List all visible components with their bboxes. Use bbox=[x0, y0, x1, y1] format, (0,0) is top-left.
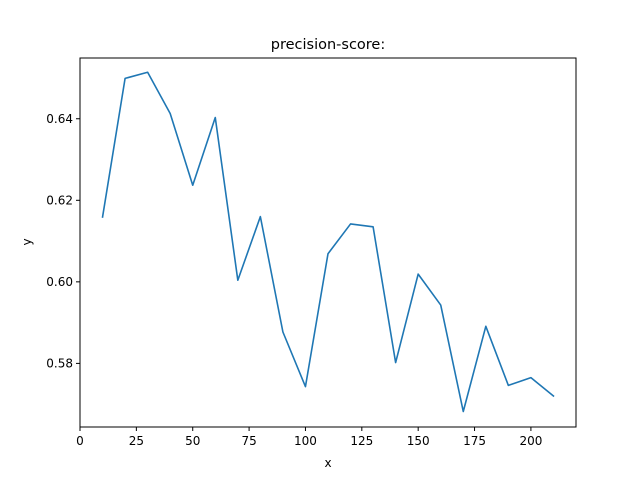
x-tick-label: 75 bbox=[241, 434, 256, 448]
y-tick-label: 0.58 bbox=[46, 356, 73, 370]
y-axis: 0.58 0.60 0.62 0.64 bbox=[46, 112, 80, 370]
chart-title: precision-score: bbox=[271, 37, 386, 53]
x-tick-label: 25 bbox=[129, 434, 144, 448]
x-tick-label: 175 bbox=[463, 434, 486, 448]
x-axis-label: x bbox=[324, 456, 331, 470]
y-axis-label: y bbox=[20, 238, 34, 245]
x-tick-label: 50 bbox=[185, 434, 200, 448]
x-tick-label: 200 bbox=[519, 434, 542, 448]
y-tick-label: 0.64 bbox=[46, 112, 73, 126]
series-line bbox=[101, 71, 555, 413]
y-tick-label: 0.62 bbox=[46, 193, 73, 207]
x-tick-label: 125 bbox=[350, 434, 373, 448]
plot-frame bbox=[79, 57, 577, 428]
y-tick-label: 0.60 bbox=[46, 275, 73, 289]
x-tick-label: 100 bbox=[294, 434, 317, 448]
x-axis: 0 25 50 75 100 125 150 175 200 bbox=[76, 427, 542, 448]
x-tick-label: 0 bbox=[76, 434, 84, 448]
x-tick-label: 150 bbox=[407, 434, 430, 448]
series-layer bbox=[101, 71, 555, 413]
